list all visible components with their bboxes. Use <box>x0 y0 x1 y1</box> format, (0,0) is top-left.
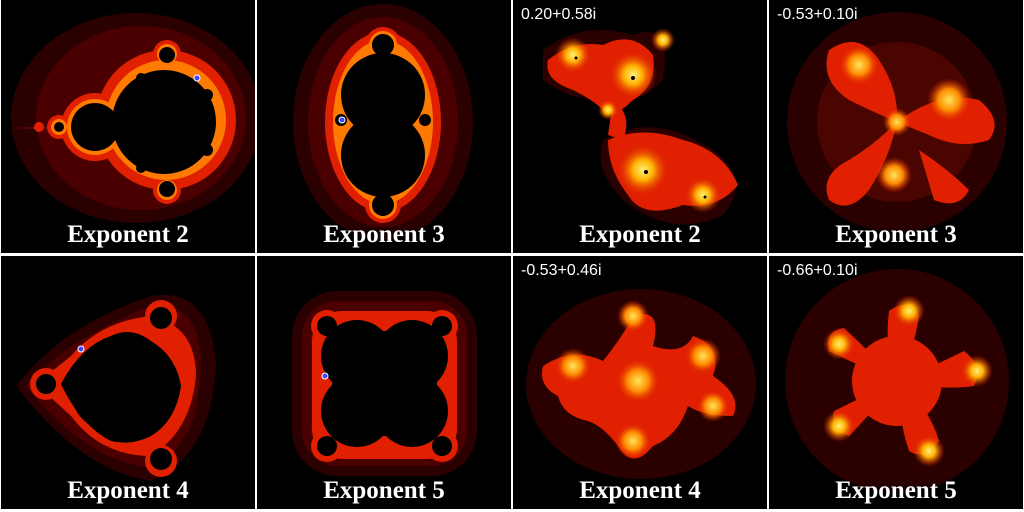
julia-exponent-2-image <box>543 28 738 225</box>
panel-caption: Exponent 5 <box>835 477 957 504</box>
mandelbrot-exponent-4-image <box>16 294 216 481</box>
panel-julia-exponent-2: 0.20+0.58i Exponent 2 <box>513 0 767 253</box>
panel-mandelbrot-exponent-2: Exponent 2 <box>1 0 255 253</box>
panel-caption: Exponent 3 <box>835 221 957 248</box>
panel-mandelbrot-exponent-3: Exponent 3 <box>257 0 511 253</box>
julia-parameter: 0.20+0.58i <box>521 6 597 23</box>
mandelbrot-exponent-3-image <box>293 4 473 240</box>
panel-caption: Exponent 4 <box>67 477 189 504</box>
mandelbrot-exponent-5-image <box>292 291 477 476</box>
panel-caption: Exponent 5 <box>323 477 445 504</box>
panel-caption: Exponent 4 <box>579 477 701 504</box>
mandelbrot-exponent-2-image <box>11 13 255 223</box>
julia-exponent-3-image <box>787 12 1007 232</box>
julia-exponent-5-image <box>785 269 1009 493</box>
panel-caption: Exponent 3 <box>323 221 445 248</box>
panel-mandelbrot-exponent-5: Exponent 5 <box>257 256 511 509</box>
panel-caption: Exponent 2 <box>67 221 189 248</box>
panel-julia-exponent-5: -0.66+0.10i Exponent 5 <box>769 256 1023 509</box>
julia-parameter: -0.53+0.46i <box>521 262 602 279</box>
panel-julia-exponent-3: -0.53+0.10i Exponent 3 <box>769 0 1023 253</box>
panel-julia-exponent-4: -0.53+0.46i Exponent 4 <box>513 256 767 509</box>
julia-parameter: -0.66+0.10i <box>777 262 858 279</box>
panel-caption: Exponent 2 <box>579 221 701 248</box>
panel-mandelbrot-exponent-4: Exponent 4 <box>1 256 255 509</box>
julia-parameter: -0.53+0.10i <box>777 6 858 23</box>
julia-exponent-4-image <box>526 289 756 479</box>
